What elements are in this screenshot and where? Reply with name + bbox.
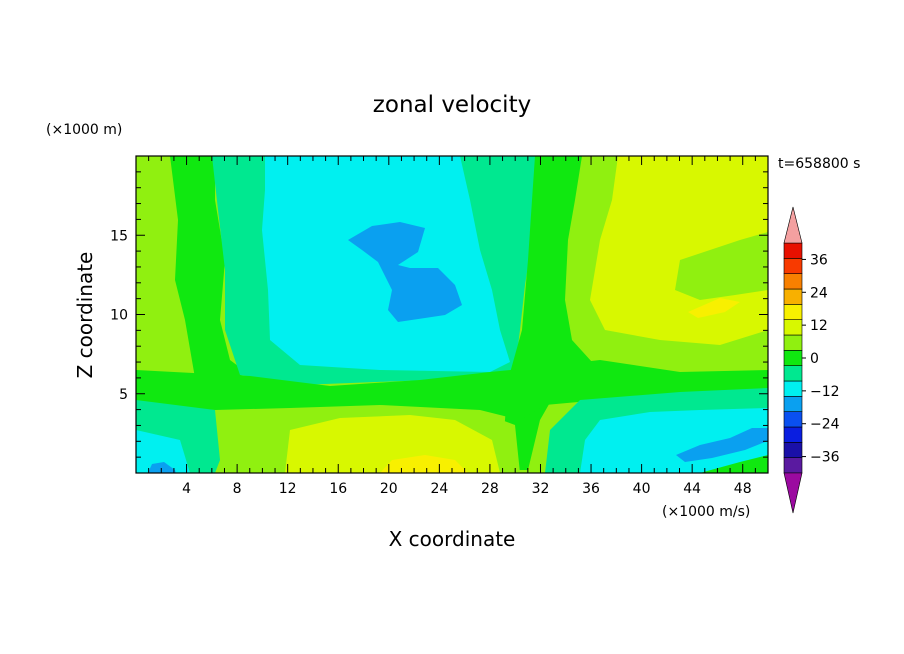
colorbar-tick-label: 12 [810,318,828,334]
colorbar-segment [783,411,803,428]
x-tick-label: 40 [633,481,651,497]
contour-region-bottom-center-yellow [380,455,468,473]
y-unit-label: (×1000 m) [46,122,122,138]
x-tick-label: 32 [532,481,550,497]
x-tick-label: 24 [430,481,448,497]
colorbar-over-arrow [783,206,803,244]
contour-region-bottom-right-blue-streak [676,428,768,462]
colorbar-segment [783,273,803,290]
x-tick-label: 20 [380,481,398,497]
contour-region-horizontal-green-band [136,360,768,420]
y-axis-label: Z coordinate [73,252,97,379]
contour-region-left-pale-green [136,156,190,375]
colorbar-segment [783,242,803,259]
colorbar-segment [783,396,803,412]
colorbar-segment [783,304,803,320]
time-label: t=658800 s [778,156,860,172]
x-tick-label: 36 [582,481,600,497]
colorbar-segment [783,457,803,474]
contour-region-bottom-left-cyan [136,430,190,473]
contour-region-bottom-left-blue-spot [148,462,176,473]
colorbar-tick-label: 24 [810,285,828,301]
colorbar-tick-label: −24 [810,417,840,433]
colorbar-under-arrow [783,472,803,514]
colorbar-segment [783,334,803,351]
x-tick-label: 44 [683,481,701,497]
x-tick-label: 4 [182,481,191,497]
contour-region-left-green-column [170,156,250,378]
colorbar: 36 24 12 0 −12 −24 −36 [783,206,840,514]
colorbar-segment [783,288,803,305]
x-tick-label: 28 [481,481,499,497]
colorbar-tick-label: −12 [810,384,840,400]
contour-field [136,156,768,473]
colorbar-segment [783,426,803,443]
colorbar-tick-label: −36 [810,450,840,466]
y-tick-label: 15 [110,228,128,244]
x-tick-label: 48 [734,481,752,497]
contour-region-bottom-right-cyan [580,408,768,473]
colorbar-segment [783,442,803,458]
contour-region-right-mid-green [675,232,768,300]
x-axis-label: X coordinate [389,527,516,551]
x-tick-label: 8 [233,481,242,497]
x-axis-ticks: 4 8 12 16 20 24 28 32 36 40 44 48 [148,156,756,497]
colorbar-tick-label: 0 [810,351,819,367]
colorbar-segment [783,319,803,336]
x-tick-label: 12 [279,481,297,497]
y-axis-ticks: 5 10 15 [110,171,768,458]
colorbar-segment [783,380,803,397]
contour-region-light-blue-pocket [348,222,462,322]
y-tick-label: 10 [110,308,128,324]
contour-region-bottom-center-yellow-green [285,415,500,473]
x-unit-label: (×1000 m/s) [662,504,750,520]
contour-region-right-yellow-streak [688,298,740,318]
colorbar-segment [783,350,803,366]
chart-title: zonal velocity [373,92,531,118]
colorbar-segment [783,365,803,382]
colorbar-tick-label: 36 [810,252,828,268]
x-tick-label: 16 [329,481,347,497]
contour-region-right-yellow-green [590,156,768,345]
y-tick-label: 5 [119,387,128,403]
colorbar-segment [783,258,803,274]
